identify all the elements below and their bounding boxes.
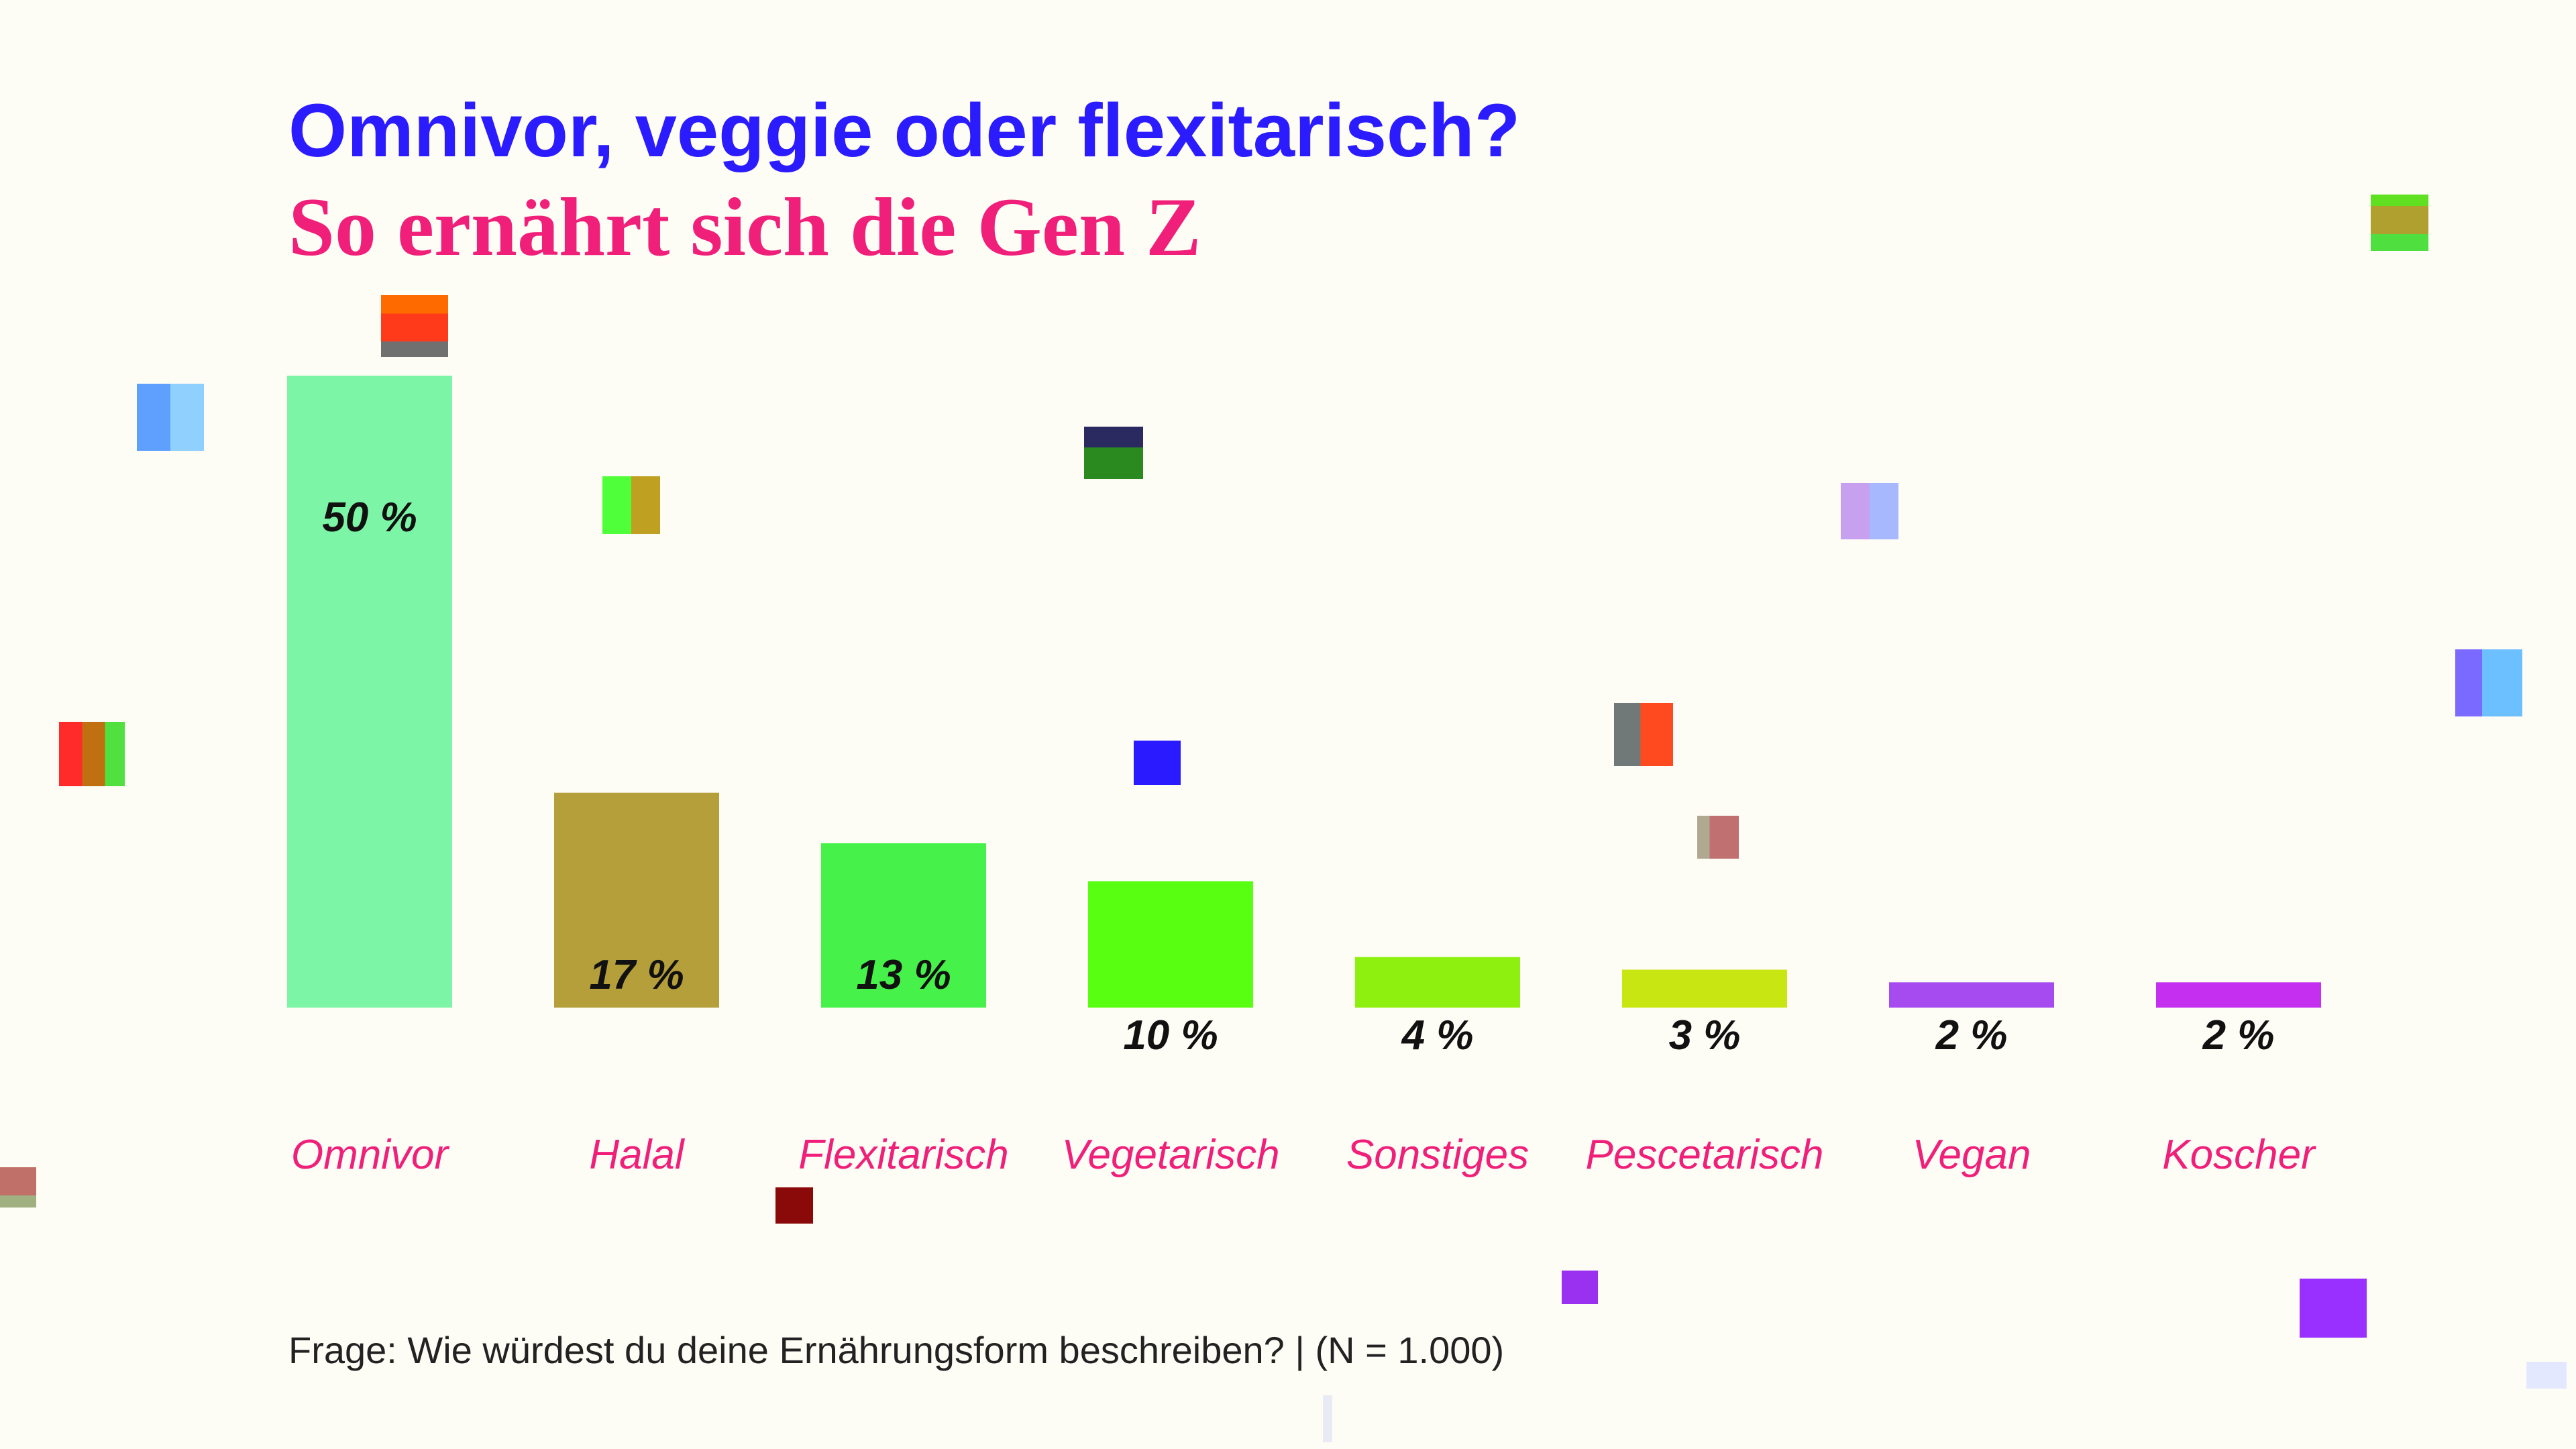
pixel-decoration [775,1187,813,1224]
value-label: 3 % [1669,1012,1741,1059]
pixel-decoration [602,476,660,534]
bar-flexitarisch [821,843,986,1008]
pixel-decoration [59,722,125,786]
value-label: 50 % [322,494,417,541]
pixel-decoration [2300,1279,2367,1338]
bar-vegetarisch [1088,881,1253,1008]
pixel-decoration [1323,1395,1332,1442]
chart-subtitle: So ernährt sich die Gen Z [288,181,1201,273]
value-label: 2 % [1935,1012,2008,1059]
pixel-decoration [2371,195,2428,251]
category-label: Halal [589,1132,686,1178]
bar-pescetarisch [1622,969,1787,1008]
pixel-decoration [1562,1271,1598,1304]
category-label: Pescetarisch [1586,1132,1824,1178]
value-label: 10 % [1123,1012,1218,1059]
pixel-decoration [1841,483,1898,539]
bar-omnivor [287,376,452,1008]
value-label: 2 % [2202,1012,2275,1059]
category-label: Koscher [2162,1132,2316,1178]
category-label: Vegan [1913,1132,2031,1178]
pixel-decoration [137,384,204,451]
category-label: Vegetarisch [1061,1132,1279,1178]
pixel-decoration [381,295,448,357]
bar-vegan [1889,982,2054,1008]
value-label: 4 % [1401,1012,1474,1059]
bar-koscher [2156,982,2321,1008]
value-label: 13 % [856,952,951,998]
chart-title: Omnivor, veggie oder flexitarisch? [288,89,1521,172]
bar-sonstiges [1355,957,1520,1008]
pixel-decoration [1134,741,1181,785]
bar-halal [554,792,719,1008]
pixel-decoration [0,1167,36,1208]
pixel-decoration [1697,816,1739,859]
value-label: 17 % [589,952,684,998]
footnote: Frage: Wie würdest du deine Ernährungsfo… [288,1329,1505,1371]
category-label: Omnivor [291,1132,450,1178]
pixel-decoration [2526,1362,2567,1389]
category-label: Sonstiges [1346,1132,1529,1178]
category-label: Flexitarisch [798,1132,1009,1178]
pixel-decoration [2455,649,2522,716]
pixel-decoration [1614,703,1673,766]
pixel-decoration [1084,427,1143,479]
